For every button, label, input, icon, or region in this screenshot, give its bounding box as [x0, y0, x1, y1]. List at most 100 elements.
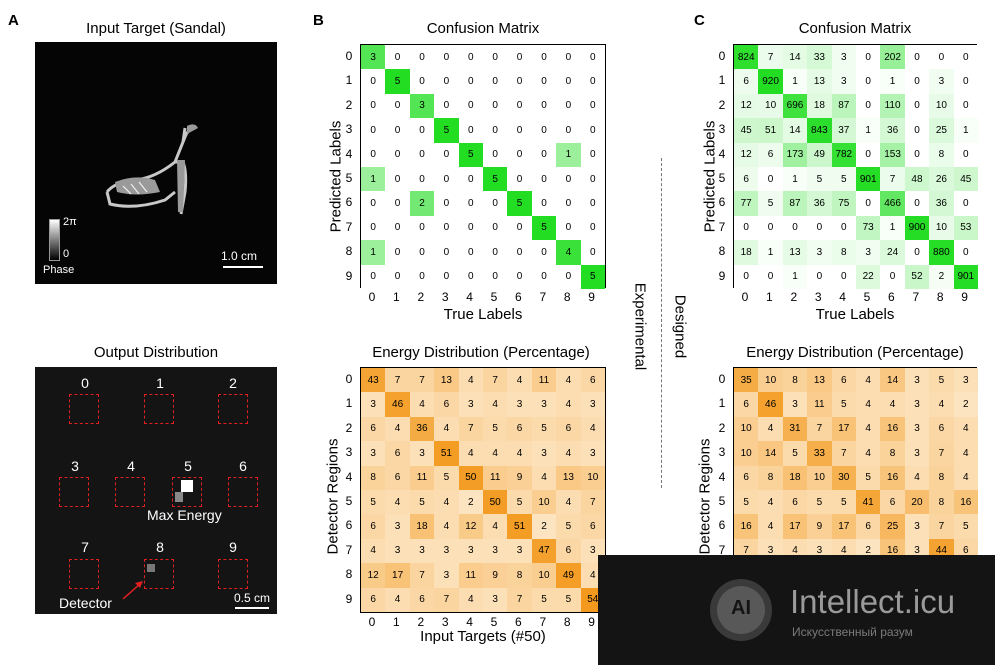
- heatmap-2-ytick-3: 3: [718, 122, 726, 137]
- detector-label-8: 8: [156, 539, 164, 555]
- heatmap-3-cell-2-6: 16: [880, 416, 905, 442]
- heatmap-1-ytick-6: 6: [345, 518, 353, 533]
- heatmap-0-ytick-3: 3: [345, 122, 353, 137]
- heatmap-2-cell-2-0: 12: [734, 93, 759, 119]
- heatmap-0-cell-9-7: 0: [531, 264, 557, 289]
- heatmap-1-cell-5-6: 5: [507, 490, 532, 515]
- heatmap-1-cell-5-4: 2: [458, 490, 483, 515]
- heatmap-3-cell-6-8: 7: [929, 514, 954, 539]
- heatmap-0-cell-1-8: 0: [556, 69, 581, 94]
- heatmap-3-cell-2-7: 3: [904, 416, 930, 442]
- heatmap-0-cell-4-5: 0: [483, 142, 508, 167]
- cm-xlabel-c: True Labels: [815, 306, 895, 323]
- heatmap-3-cell-1-7: 3: [904, 392, 930, 417]
- heatmap-0-cell-2-0: 0: [361, 93, 386, 119]
- heatmap-3-cell-2-5: 4: [856, 416, 881, 442]
- heatmap-1-ytick-9: 9: [345, 591, 353, 606]
- heatmap-2-cell-3-2: 14: [782, 118, 808, 143]
- heatmap-2-cell-2-3: 18: [807, 93, 832, 119]
- heatmap-1-cell-9-6: 7: [507, 587, 532, 612]
- heatmap-3-cell-1-6: 4: [880, 392, 905, 417]
- heatmap-2-cell-2-2: 696: [782, 93, 808, 119]
- heatmap-1-cell-3-9: 3: [580, 441, 605, 466]
- heatmap-3-cell-6-4: 17: [831, 514, 856, 539]
- heatmap-1-cell-9-1: 4: [385, 587, 410, 612]
- output-distribution-title: Output Distribution: [93, 344, 219, 361]
- heatmap-0-cell-3-8: 0: [556, 118, 581, 143]
- heatmap-2-cell-7-6: 1: [880, 215, 905, 241]
- heatmap-2-cell-0-4: 3: [831, 45, 856, 70]
- heatmap-2-cell-1-6: 1: [880, 69, 905, 94]
- heatmap-1-cell-9-8: 5: [556, 587, 581, 612]
- detector-label-4: 4: [127, 458, 135, 474]
- heatmap-0-ytick-2: 2: [345, 97, 353, 112]
- heatmap-2-cell-5-2: 1: [782, 167, 808, 192]
- heatmap-0-xtick-3: 3: [441, 290, 449, 304]
- heatmap-1-cell-0-0: 43: [361, 368, 386, 393]
- detector-region-9: [218, 559, 248, 589]
- heatmap-3-cell-4-6: 16: [880, 465, 905, 490]
- heatmap-0-cell-0-7: 0: [531, 45, 557, 70]
- divider-dashed-line: [661, 158, 662, 488]
- heatmap-0-xtick-2: 2: [417, 290, 425, 304]
- heatmap-2-cell-7-1: 0: [758, 215, 783, 241]
- input-target-image: 2π 0 Phase 1.0 cm: [35, 42, 277, 284]
- heatmap-0-cell-7-7: 5: [531, 215, 557, 241]
- heatmap-2-ytick-5: 5: [718, 171, 726, 185]
- detector-label-3: 3: [71, 458, 79, 474]
- heatmap-0-cell-5-5: 5: [483, 167, 508, 192]
- heatmap-3-cell-2-3: 7: [807, 416, 832, 442]
- heatmap-0-cell-8-9: 0: [580, 240, 605, 265]
- heatmap-2-cell-5-3: 5: [807, 167, 832, 192]
- heatmap-3-cell-3-3: 33: [807, 441, 832, 466]
- heatmap-3-cell-6-7: 3: [904, 514, 930, 539]
- heatmap-0-xtick-5: 5: [490, 290, 498, 304]
- heatmap-2-cell-3-7: 0: [904, 118, 930, 143]
- heatmap-2-cell-6-1: 5: [758, 191, 783, 216]
- heatmap-1-cell-0-6: 4: [507, 368, 532, 393]
- heatmap-0-cell-6-8: 0: [556, 191, 581, 216]
- detector-label-0: 0: [81, 375, 89, 391]
- detector-region-7: [69, 559, 99, 589]
- cm-title-b: Confusion Matrix: [426, 20, 540, 37]
- heatmap-0-cell-2-7: 0: [531, 93, 557, 119]
- heatmap-2-cell-6-0: 77: [734, 191, 759, 216]
- heatmap-0-cell-8-5: 0: [483, 240, 508, 265]
- heatmap-0-cell-8-7: 0: [531, 240, 557, 265]
- heatmap-1-cell-4-9: 10: [580, 465, 605, 490]
- heatmap-1-cell-7-4: 3: [458, 538, 483, 564]
- heatmap-1-ytick-5: 5: [345, 494, 353, 508]
- heatmap-1-cell-5-8: 4: [556, 490, 581, 515]
- heatmap-2-cell-1-5: 0: [856, 69, 881, 94]
- heatmap-0-cell-1-4: 0: [458, 69, 483, 94]
- heatmap-0-cell-7-5: 0: [483, 215, 508, 241]
- heatmap-2-cell-1-3: 13: [807, 69, 832, 94]
- heatmap-0-cell-7-0: 0: [361, 215, 386, 241]
- heatmap-1-cell-7-1: 3: [385, 538, 410, 564]
- heatmap-2-cell-5-5: 901: [856, 167, 881, 192]
- heatmap-1-cell-4-4: 50: [458, 465, 483, 490]
- max-energy-spot: [181, 480, 193, 492]
- heatmap-0-cell-3-4: 0: [458, 118, 483, 143]
- experimental-label: Experimental: [631, 282, 649, 371]
- heatmap-2-cell-9-7: 52: [904, 264, 930, 289]
- heatmap-0-cell-1-0: 0: [361, 69, 386, 94]
- heatmap-3-cell-5-7: 20: [904, 490, 930, 515]
- heatmap-3-cell-1-4: 5: [831, 392, 856, 417]
- heatmap-2-xtick-6: 6: [888, 290, 895, 304]
- heatmap-1-cell-1-2: 4: [409, 392, 435, 417]
- heatmap-0-cell-3-1: 0: [385, 118, 410, 143]
- heatmap-3-cell-5-3: 5: [807, 490, 832, 515]
- heatmap-1-cell-5-0: 5: [361, 490, 386, 515]
- heatmap-0-cell-1-2: 0: [409, 69, 435, 94]
- heatmap-0-cell-6-2: 2: [409, 191, 435, 216]
- panel-letter-b: B: [313, 12, 324, 29]
- heatmap-1-cell-1-6: 3: [507, 392, 532, 417]
- heatmap-0-cell-5-3: 0: [434, 167, 459, 192]
- heatmap-1-cell-2-1: 4: [385, 416, 410, 442]
- cm-title-c: Confusion Matrix: [798, 20, 912, 37]
- heatmap-2-cell-5-8: 26: [929, 167, 954, 192]
- heatmap-2-cell-8-7: 0: [904, 240, 930, 265]
- heatmap-0-cell-9-3: 0: [434, 264, 459, 289]
